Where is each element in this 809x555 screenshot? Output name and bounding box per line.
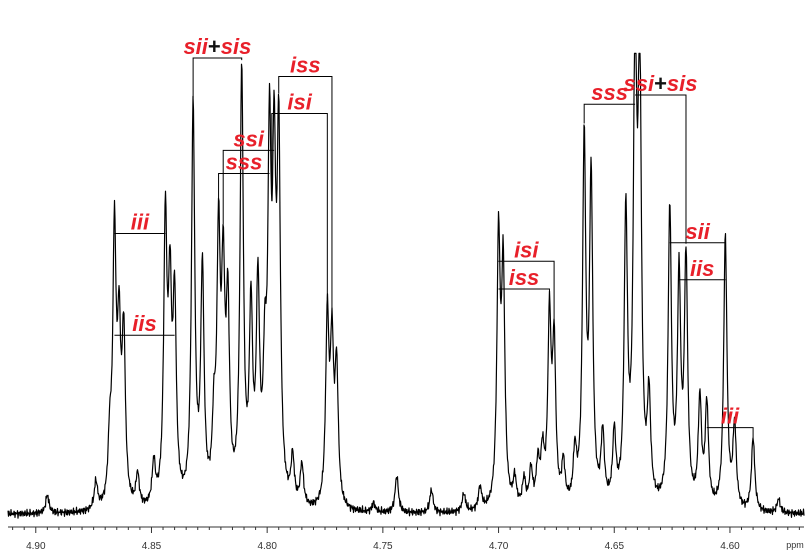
x-axis-tick-label: 4.75: [373, 541, 393, 552]
x-axis-tick-label: 4.70: [489, 541, 509, 552]
multiplet-annotation: iii: [706, 404, 754, 439]
label-stereo-sequence: sss: [591, 80, 628, 105]
multiplet-label: ssi: [233, 126, 264, 151]
multiplet-bracket: [706, 427, 754, 439]
x-axis-tick-label: 4.85: [142, 541, 162, 552]
x-axis-tick-label: 4.65: [605, 541, 625, 552]
multiplet-label: isi: [514, 237, 539, 262]
label-stereo-sequence: sis: [667, 71, 698, 96]
x-axis-tick-label: 4.60: [720, 541, 740, 552]
multiplet-bracket: [583, 103, 636, 124]
x-axis-unit-label: ppm: [786, 540, 804, 550]
label-stereo-sequence: iis: [132, 311, 156, 336]
spectrum-layer: [7, 52, 805, 519]
multiplet-label: sii: [685, 219, 710, 244]
multiplet-label: iii: [721, 404, 740, 429]
multiplet-label: sss: [226, 150, 263, 175]
multiplet-annotation: iii: [114, 210, 166, 235]
multiplet-bracket: [635, 94, 687, 244]
spectrum-line: [7, 52, 805, 519]
multiplet-bracket: [278, 75, 333, 312]
label-stereo-sequence: iis: [690, 256, 714, 281]
multiplet-annotation: sii: [669, 219, 726, 244]
multiplet-annotation: isi: [271, 89, 328, 299]
multiplet-annotation: sss: [583, 80, 636, 124]
multiplet-annotation: iis: [114, 311, 175, 336]
multiplet-bracket: [192, 57, 243, 98]
multiplet-bracket: [498, 260, 555, 322]
multiplet-annotation: sii+sis: [183, 34, 251, 98]
label-stereo-sequence: iss: [290, 53, 321, 78]
multiplet-bracket: [498, 288, 550, 297]
multiplet-label: iii: [131, 210, 150, 235]
multiplet-label: iss: [509, 265, 540, 290]
x-axis-ticks: 4.90 4.85 4.80 4.75 4.70 4.65 4.60: [12, 527, 800, 552]
label-stereo-sequence: sii: [183, 34, 208, 59]
multiplet-annotation: ssi+sis: [623, 71, 698, 244]
multiplet-label: isi: [287, 89, 312, 114]
label-stereo-sequence: isi: [287, 89, 312, 114]
multiplet-annotation: iss: [278, 53, 333, 312]
multiplet-annotation: sss: [218, 150, 270, 199]
label-stereo-sequence: ssi: [623, 71, 654, 96]
multiplet-bracket: [218, 173, 270, 199]
label-stereo-sequence: iss: [509, 265, 540, 290]
annotation-layer: iiiiissii+sisssisssissisiisiisssssssi+si…: [114, 34, 754, 439]
multiplet-annotation: iss: [498, 265, 550, 297]
label-stereo-sequence: sis: [221, 34, 252, 59]
multiplet-label: iis: [132, 311, 156, 336]
multiplet-annotation: isi: [498, 237, 555, 322]
label-stereo-sequence: isi: [514, 237, 539, 262]
label-stereo-sequence: ssi: [233, 126, 264, 151]
multiplet-label: iss: [290, 53, 321, 78]
multiplet-label: iis: [690, 256, 714, 281]
label-stereo-sequence: iii: [721, 404, 740, 429]
multiplet-bracket: [222, 149, 275, 225]
multiplet-annotation: ssi: [222, 126, 275, 225]
x-axis: 4.90 4.85 4.80 4.75 4.70 4.65 4.60 ppm: [8, 526, 804, 552]
label-stereo-sequence: sss: [226, 150, 263, 175]
multiplet-label: sss: [591, 80, 628, 105]
x-axis-tick-label: 4.90: [26, 541, 46, 552]
multiplet-label: ssi+sis: [623, 71, 697, 96]
x-axis-tick-label: 4.80: [257, 541, 277, 552]
label-stereo-sequence: sii: [685, 219, 710, 244]
label-plus-sign: +: [208, 34, 221, 59]
multiplet-label: sii+sis: [183, 34, 251, 59]
multiplet-bracket: [271, 112, 328, 299]
multiplet-annotation: iis: [679, 256, 726, 281]
label-plus-sign: +: [654, 71, 667, 96]
label-stereo-sequence: iii: [131, 210, 150, 235]
